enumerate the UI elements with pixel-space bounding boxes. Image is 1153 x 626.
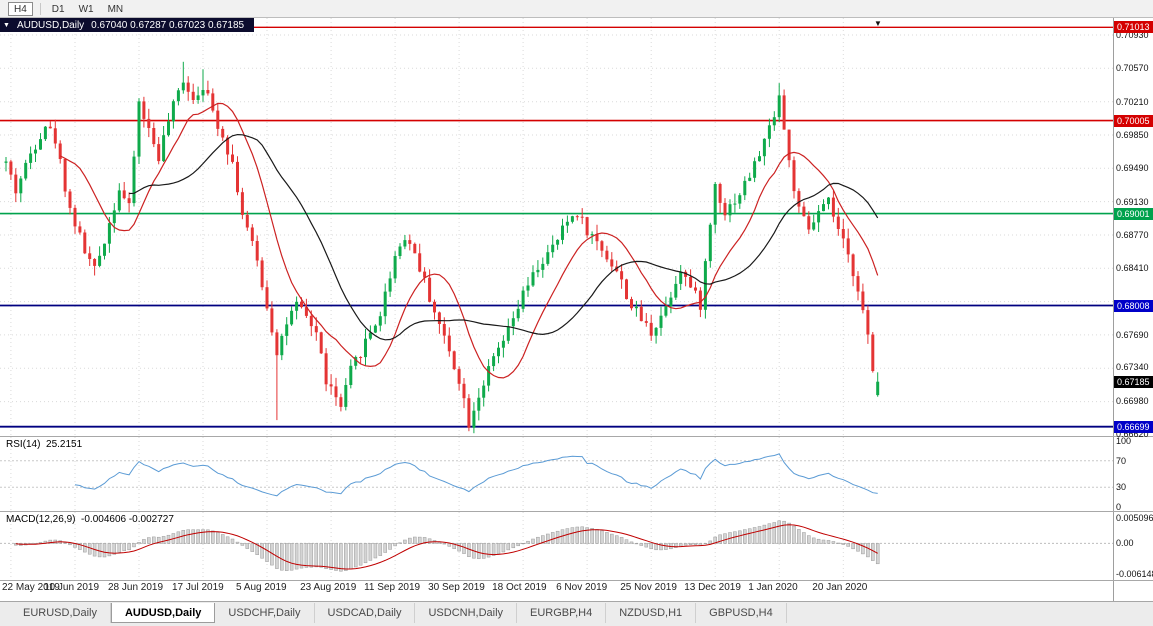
time-axis-label: 11 Sep 2019 (364, 582, 421, 593)
timeframe-button-h4[interactable]: H4 (8, 1, 33, 16)
macd-scale-label: 0.005096 (1116, 513, 1153, 523)
timeframe-button-mn[interactable]: MN (107, 3, 124, 15)
rsi-scale-label: 0 (1116, 502, 1122, 512)
rsi-panel[interactable] (0, 437, 1113, 511)
macd-pane-label: MACD(12,26,9) -0.004606 -0.002727 (6, 514, 174, 525)
tab-audusd-daily[interactable]: AUDUSD,Daily (110, 603, 216, 623)
tab-eurusd-daily[interactable]: EURUSD,Daily (10, 603, 111, 623)
tab-usdchf-daily[interactable]: USDCHF,Daily (215, 603, 315, 623)
time-axis-label: 10 Jun 2019 (44, 582, 100, 593)
tab-eurgbp-h4[interactable]: EURGBP,H4 (517, 603, 607, 623)
price-axis-label: 0.67690 (1116, 329, 1149, 340)
macd-scale-label: -0.006148 (1116, 569, 1153, 579)
chart-title-bar: ▼ AUDUSD,Daily 0.67040 0.67287 0.67023 0… (0, 18, 255, 32)
time-axis-label: 17 Jul 2019 (172, 582, 224, 593)
price-level-badge: 0.69001 (1114, 207, 1153, 220)
chart-tab-bar: EURUSD,Daily AUDUSD,Daily USDCHF,Daily USDC… (0, 601, 1153, 626)
tab-usdcnh-daily[interactable]: USDCNH,Daily (415, 603, 518, 623)
timeframe-toolbar: H4 D1 W1 MN (0, 0, 1153, 18)
price-axis-label: 0.68770 (1116, 230, 1149, 240)
tab-usdcad-daily[interactable]: USDCAD,Daily (315, 603, 416, 623)
macd-name: MACD(12,26,9) (6, 514, 76, 525)
price-axis-label: 0.70930 (1116, 30, 1149, 40)
time-axis-label: 25 Nov 2019 (620, 582, 677, 593)
time-axis-label: 13 Dec 2019 (684, 582, 741, 593)
price-axis-label: 0.69850 (1116, 130, 1149, 140)
rsi-name: RSI(14) (6, 439, 41, 450)
chart-area[interactable] (0, 18, 1153, 601)
time-axis-label: 28 Jun 2019 (108, 582, 164, 593)
price-level-badge: 0.67185 (1114, 375, 1153, 388)
candlestick-chart[interactable] (0, 18, 1113, 436)
time-axis-label: 22 May 2019 (2, 582, 60, 593)
time-axis-label: 18 Oct 2019 (492, 582, 547, 593)
price-axis-label: 0.66620 (1116, 429, 1149, 439)
tab-gbpusd-h4[interactable]: GBPUSD,H4 (696, 603, 787, 623)
timeframe-button-w1[interactable]: W1 (78, 3, 94, 15)
price-axis-label: 0.66980 (1116, 395, 1149, 406)
rsi-scale-label: 100 (1116, 436, 1132, 446)
price-level-badge: 0.68008 (1114, 299, 1153, 312)
macd-panel[interactable] (0, 512, 1113, 580)
chart-title: AUDUSD,Daily (16, 19, 85, 31)
price-axis-label: 0.69490 (1116, 163, 1149, 174)
panel-separator[interactable] (0, 511, 1153, 512)
macd-value: -0.004606 -0.002727 (81, 514, 174, 525)
rsi-scale-label: 30 (1116, 482, 1127, 493)
time-axis-label: 30 Sep 2019 (428, 582, 485, 593)
price-axis-label: 0.69130 (1116, 196, 1149, 207)
panel-separator[interactable] (0, 436, 1153, 437)
price-level-badge: 0.70005 (1114, 114, 1153, 127)
panel-separator[interactable] (0, 580, 1153, 581)
rsi-pane-label: RSI(14) 25.2151 (6, 439, 82, 450)
time-axis-label: 1 Jan 2020 (748, 582, 798, 593)
rsi-value: 25.2151 (46, 439, 83, 450)
macd-scale-label: 0.00 (1116, 538, 1134, 549)
price-axis-label: 0.70210 (1116, 96, 1149, 107)
toolbar-separator (39, 2, 41, 15)
price-axis-label: 0.67340 (1116, 362, 1149, 373)
collapse-icon[interactable]: ▼ (3, 21, 10, 29)
time-axis-label: 6 Nov 2019 (556, 582, 608, 593)
time-axis-label: 5 Aug 2019 (236, 582, 287, 593)
price-axis-label: 0.68410 (1116, 263, 1149, 274)
time-axis-label: 20 Jan 2020 (812, 582, 868, 593)
tab-nzdusd-h1[interactable]: NZDUSD,H1 (606, 603, 697, 623)
price-level-badge: 0.71013 (1114, 21, 1153, 34)
price-level-badge: 0.66699 (1114, 420, 1153, 433)
chart-ohlc-values: 0.67040 0.67287 0.67023 0.67185 (91, 19, 245, 31)
timeframe-button-d1[interactable]: D1 (51, 3, 65, 15)
chart-shift-marker[interactable]: ▼ (874, 19, 882, 28)
price-axis-label: 0.70570 (1116, 63, 1149, 74)
rsi-scale-label: 70 (1116, 455, 1127, 466)
time-axis-label: 23 Aug 2019 (300, 582, 357, 593)
